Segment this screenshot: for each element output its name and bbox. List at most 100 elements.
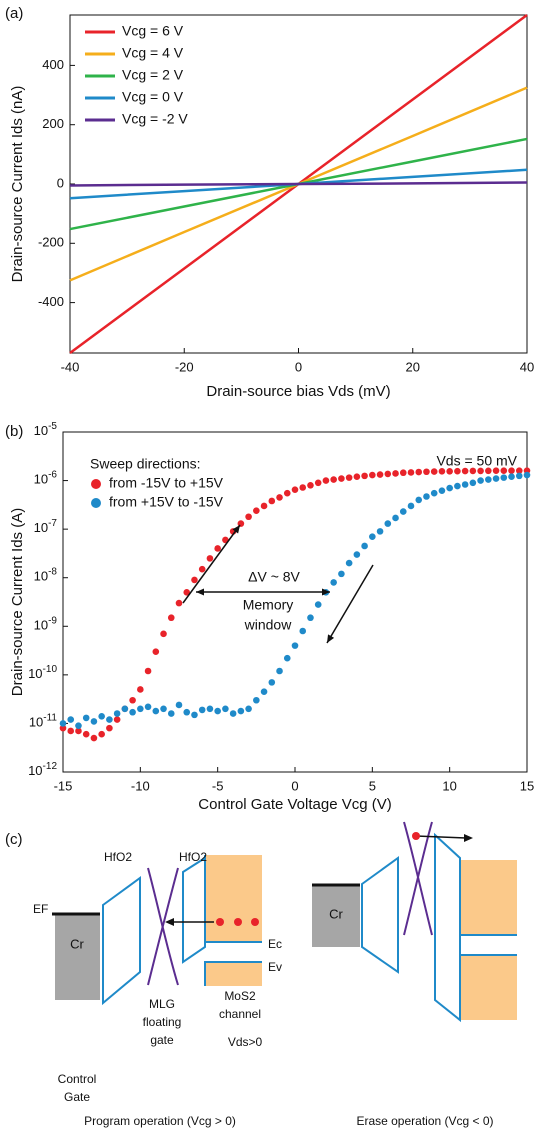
label: MoS2	[224, 989, 256, 1003]
data-point	[508, 473, 515, 481]
data-point	[106, 724, 113, 732]
electron	[251, 918, 259, 926]
data-point	[206, 555, 214, 562]
data-point	[59, 724, 67, 732]
data-point	[369, 533, 376, 540]
legend-label: Vcg = 2 V	[122, 67, 184, 83]
data-point	[160, 630, 167, 638]
data-point	[376, 471, 384, 478]
panel-label: (c)	[5, 831, 23, 848]
data-point	[268, 497, 276, 505]
erase-diagram: Cr Erase operation (Vcg < 0)	[312, 821, 517, 1128]
data-point	[152, 648, 160, 655]
legend-swatch	[91, 479, 101, 489]
x-tick-label: 0	[295, 359, 302, 374]
program-diagram: HfO2 HfO2 Ec Ev EF Cr MLG floating gate …	[33, 850, 282, 1128]
data-point	[113, 710, 121, 717]
data-point	[253, 507, 260, 514]
conduction-band	[205, 855, 262, 942]
legend-swatch	[91, 498, 101, 508]
data-point	[82, 730, 90, 738]
x-tick-label: -15	[54, 778, 73, 793]
label: Ev	[268, 960, 282, 974]
label: channel	[219, 1007, 261, 1021]
data-point	[469, 479, 477, 487]
data-point	[345, 474, 353, 481]
data-point	[67, 727, 75, 735]
data-point	[399, 469, 407, 477]
arrow	[182, 524, 241, 604]
oxide	[361, 856, 399, 974]
oxide	[102, 876, 141, 1006]
data-point	[59, 720, 67, 727]
data-point	[113, 716, 121, 723]
data-point	[423, 493, 430, 500]
arrow-head	[327, 634, 335, 643]
data-point	[454, 467, 461, 475]
data-point	[191, 711, 198, 719]
label: gate	[150, 1033, 174, 1047]
data-point	[438, 487, 446, 494]
caption: Erase operation (Vcg < 0)	[356, 1114, 493, 1128]
annotation: window	[244, 617, 293, 633]
x-tick-label: 20	[406, 359, 420, 374]
data-point	[191, 576, 198, 584]
x-tick-label: 0	[291, 778, 298, 793]
data-point	[430, 468, 438, 475]
data-point	[121, 705, 129, 713]
data-point	[245, 513, 252, 521]
data-point	[361, 542, 368, 550]
data-point	[260, 502, 268, 510]
label: Cr	[70, 936, 84, 951]
band-edge	[204, 855, 262, 943]
data-point	[129, 696, 136, 704]
data-point	[345, 559, 353, 567]
data-point	[160, 705, 167, 713]
data-point	[407, 469, 415, 476]
oxide	[434, 832, 461, 1023]
data-point	[461, 467, 469, 475]
y-tick-label: 400	[42, 57, 64, 72]
x-tick-label: 5	[369, 778, 376, 793]
legend-title: Sweep directions:	[90, 456, 201, 472]
data-point	[330, 579, 337, 586]
x-tick-label: -10	[131, 778, 150, 793]
data-point	[253, 696, 260, 704]
label: Gate	[64, 1090, 90, 1104]
label: Cr	[329, 906, 343, 921]
y-tick-label: 10-8	[34, 566, 58, 584]
data-point	[167, 614, 175, 622]
annotation: Memory	[243, 597, 294, 613]
y-tick-label: 10-12	[28, 761, 57, 779]
data-point	[515, 467, 523, 474]
data-point	[353, 473, 361, 481]
data-point	[338, 475, 345, 482]
x-tick-label: 15	[520, 778, 534, 793]
arrow-head	[322, 588, 330, 596]
data-point	[237, 707, 245, 715]
y-axis-title: Drain-source Current Ids (A)	[9, 508, 26, 696]
data-point	[330, 476, 337, 483]
data-point	[206, 705, 214, 713]
data-point	[353, 551, 361, 558]
cone	[147, 867, 179, 986]
x-axis-title: Control Gate Voltage Vcg (V)	[198, 796, 391, 813]
data-point	[384, 520, 392, 527]
data-point	[276, 667, 283, 675]
band-edge	[204, 961, 262, 986]
oxide	[182, 856, 206, 964]
data-point	[198, 706, 206, 714]
x-tick-label: 10	[442, 778, 456, 793]
data-point	[423, 468, 430, 476]
arrow-head	[165, 918, 174, 926]
data-point	[137, 686, 144, 693]
cone	[403, 821, 433, 936]
data-point	[461, 481, 469, 488]
y-tick-label: 10-5	[34, 421, 58, 439]
band-edge	[459, 860, 517, 936]
data-point	[384, 470, 392, 478]
label: MLG	[149, 997, 175, 1011]
data-point	[144, 703, 152, 711]
data-point	[90, 734, 98, 742]
